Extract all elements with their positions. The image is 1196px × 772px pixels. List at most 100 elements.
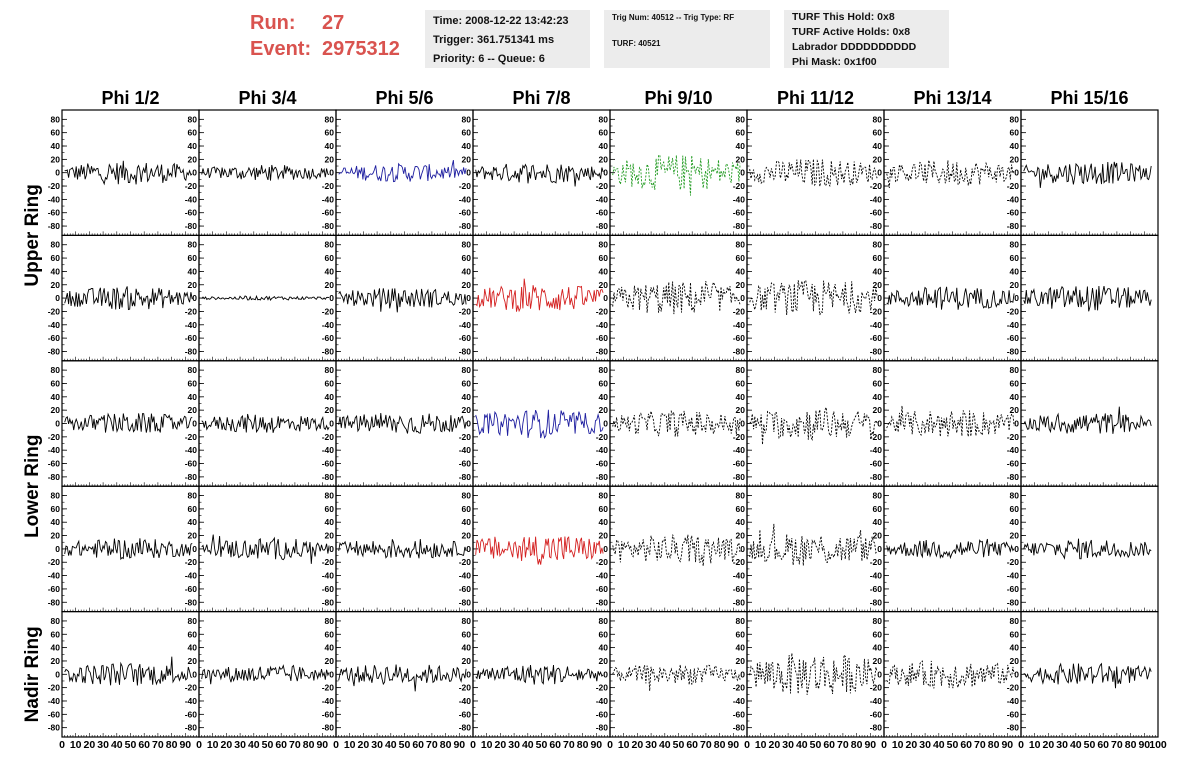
y-tick-label: 0 [603,419,608,429]
y-tick-label: -20 [1007,181,1020,191]
y-tick-label: 60 [51,378,61,388]
waveform-trace [64,286,193,311]
y-tick-label: 80 [188,365,198,375]
y-tick-label: -40 [733,571,746,581]
event-value: 2975312 [322,38,400,60]
waveform-panel [609,109,748,237]
y-tick-label: -40 [870,445,883,455]
y-tick-label: -40 [1007,696,1020,706]
x-tick-label: 30 [782,739,794,751]
y-tick-label: 40 [736,266,746,276]
waveform-trace [886,538,1015,560]
x-tick-label: 30 [1056,739,1068,751]
waveform-panel [609,485,748,613]
x-tick-label: 40 [111,739,123,751]
y-tick-label: -80 [322,472,335,482]
y-tick-label: 40 [599,392,609,402]
y-tick-label: 0 [1014,544,1019,554]
y-tick-label: 20 [599,531,609,541]
y-tick-label: -20 [459,432,472,442]
y-tick-label: -80 [459,346,472,356]
y-tick-label: 0 [740,419,745,429]
y-tick-label: 80 [599,114,609,124]
x-tick-label: 60 [823,739,835,751]
y-tick-label: -60 [596,459,609,469]
y-tick-label: 20 [1010,531,1020,541]
y-tick-label: -80 [322,346,335,356]
y-tick-label: 80 [462,240,472,250]
x-tick-label: 80 [714,739,726,751]
x-tick-label: 50 [262,739,274,751]
y-tick-label: 60 [462,378,472,388]
y-tick-label: -60 [596,208,609,218]
x-tick-label: 20 [769,739,781,751]
y-tick-label: 0 [55,168,60,178]
x-tick-label: 10 [618,739,630,751]
y-tick-label: 80 [188,114,198,124]
y-tick-label: 20 [325,154,335,164]
x-tick-label: 10 [70,739,82,751]
x-tick-label: 80 [166,739,178,751]
y-tick-label: -40 [322,696,335,706]
x-tick-label: 70 [974,739,986,751]
y-tick-label: -20 [185,306,198,316]
y-tick-label: 40 [51,392,61,402]
y-tick-label: -80 [733,472,746,482]
y-tick-label: -40 [1007,571,1020,581]
y-tick-label: 60 [1010,504,1020,514]
y-tick-label: 0 [329,544,334,554]
ring-label: Nadir Ring [22,626,43,722]
y-tick-label: -60 [596,584,609,594]
y-tick-label: -60 [733,584,746,594]
y-tick-label: 40 [325,643,335,653]
y-tick-label: -60 [48,584,61,594]
x-tick-label: 90 [453,739,465,751]
y-tick-label: 40 [599,141,609,151]
x-tick-label: 0 [744,739,750,751]
y-tick-label: 0 [740,168,745,178]
y-tick-label: -60 [1007,709,1020,719]
y-tick-label: -20 [596,432,609,442]
y-tick-label: 60 [325,378,335,388]
x-tick-label: 20 [358,739,370,751]
y-tick-label: 80 [873,616,883,626]
y-tick-label: 20 [736,154,746,164]
x-tick-label: 10 [892,739,904,751]
x-tick-label: 60 [960,739,972,751]
y-tick-label: -40 [48,445,61,455]
time-text: Time: 2008-12-22 13:42:23 [433,15,569,27]
y-tick-label: -80 [870,723,883,733]
x-tick-label: 50 [673,739,685,751]
y-tick-label: -20 [322,683,335,693]
ring-label: Upper Ring [22,184,43,286]
y-tick-label: -80 [733,723,746,733]
y-tick-label: 80 [325,491,335,501]
y-tick-label: 40 [873,141,883,151]
y-tick-label: -20 [733,306,746,316]
y-tick-label: 0 [466,544,471,554]
y-tick-label: 40 [736,517,746,527]
y-tick-label: -20 [459,557,472,567]
y-tick-label: -80 [48,346,61,356]
x-tick-label: 30 [919,739,931,751]
y-tick-label: 60 [188,504,198,514]
y-tick-label: 0 [1014,669,1019,679]
y-tick-label: -80 [733,221,746,231]
y-tick-label: 40 [736,392,746,402]
x-tick-label: 90 [1001,739,1013,751]
y-tick-label: 40 [599,266,609,276]
y-tick-label: 20 [1010,280,1020,290]
x-tick-label: 0 [1018,739,1024,751]
y-tick-label: 20 [1010,154,1020,164]
y-tick-label: 40 [51,643,61,653]
ring-label: Lower Ring [22,434,43,537]
y-tick-label: 80 [736,365,746,375]
y-tick-label: 0 [192,544,197,554]
run-label: Run: [250,12,296,34]
y-tick-label: -20 [596,306,609,316]
y-tick-label: 80 [51,491,61,501]
waveform-panel [61,610,200,738]
y-tick-label: 20 [599,656,609,666]
y-tick-label: -40 [48,696,61,706]
y-tick-label: -60 [459,709,472,719]
